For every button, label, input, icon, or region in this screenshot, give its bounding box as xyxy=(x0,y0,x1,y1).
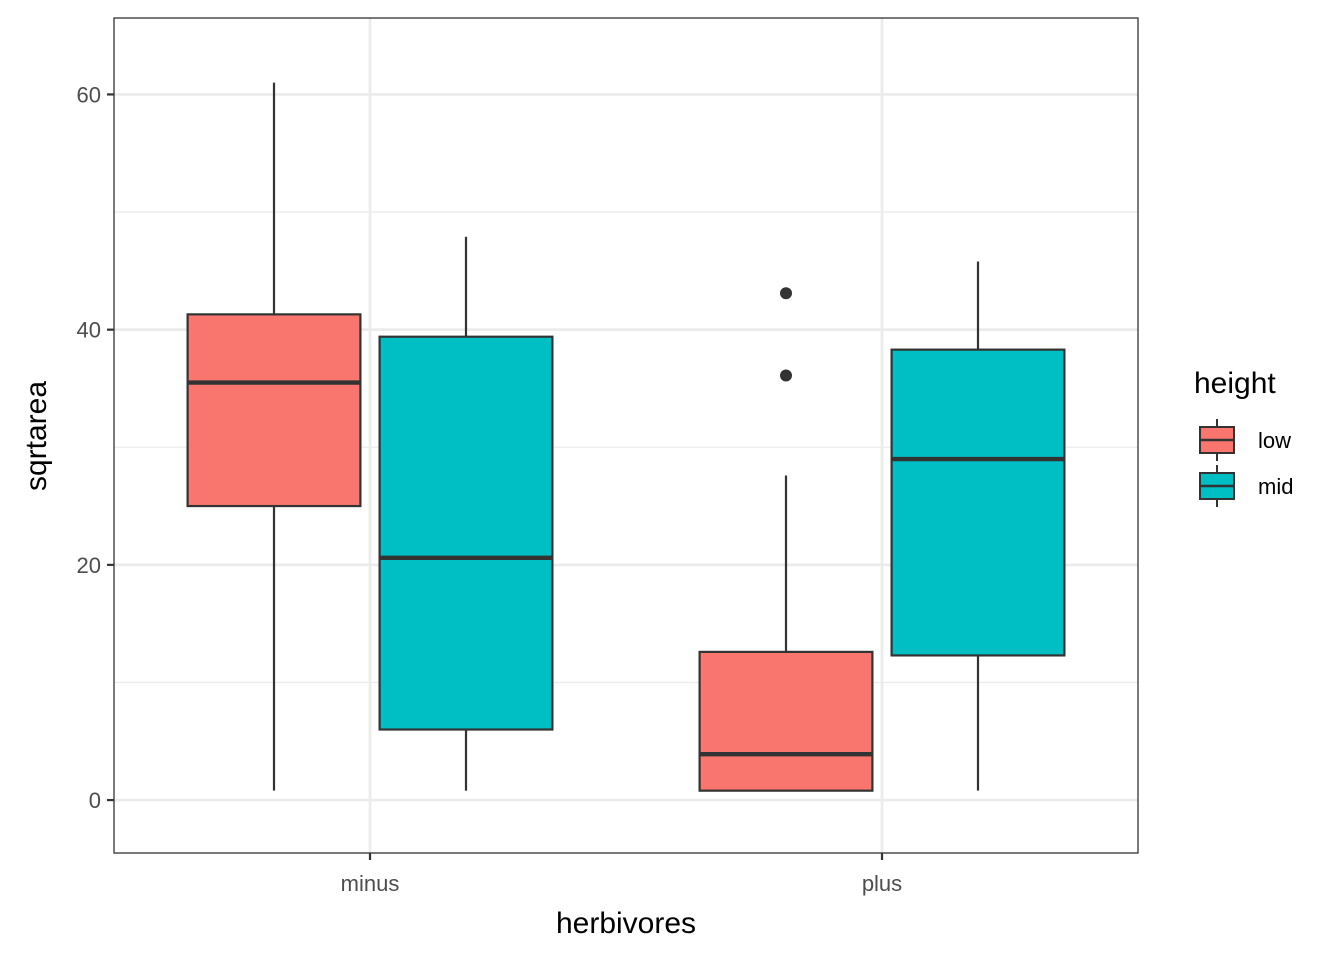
y-tick-label: 20 xyxy=(77,553,101,578)
outlier-point xyxy=(780,369,792,382)
box-body xyxy=(378,335,554,731)
box-body xyxy=(890,348,1066,657)
y-tick-label: 40 xyxy=(77,318,101,343)
x-axis-title: herbivores xyxy=(556,907,696,940)
grid-lines xyxy=(114,18,1138,853)
legend: height low mid xyxy=(1194,367,1293,507)
y-axis-title: sqrtarea xyxy=(20,381,53,491)
axes: 0 20 40 60 minus plus xyxy=(77,82,903,896)
legend-label-mid: mid xyxy=(1258,474,1293,499)
box-body xyxy=(698,650,874,792)
plot-panel-border xyxy=(113,17,1139,854)
x-tick-label: plus xyxy=(862,871,902,896)
legend-label-low: low xyxy=(1258,428,1291,453)
box-mid-minus xyxy=(378,236,554,791)
box-low-minus xyxy=(186,82,362,791)
y-tick-label: 0 xyxy=(89,788,101,813)
box-body xyxy=(186,313,362,508)
y-tick-label: 60 xyxy=(77,82,101,107)
box-layer xyxy=(186,82,1066,792)
box-mid-plus xyxy=(890,261,1066,791)
box-low-plus xyxy=(698,287,874,792)
legend-title: height xyxy=(1194,367,1276,400)
x-tick-label: minus xyxy=(341,871,400,896)
legend-key-low xyxy=(1199,419,1235,461)
legend-key-mid xyxy=(1199,465,1235,507)
outlier-point xyxy=(780,287,792,300)
